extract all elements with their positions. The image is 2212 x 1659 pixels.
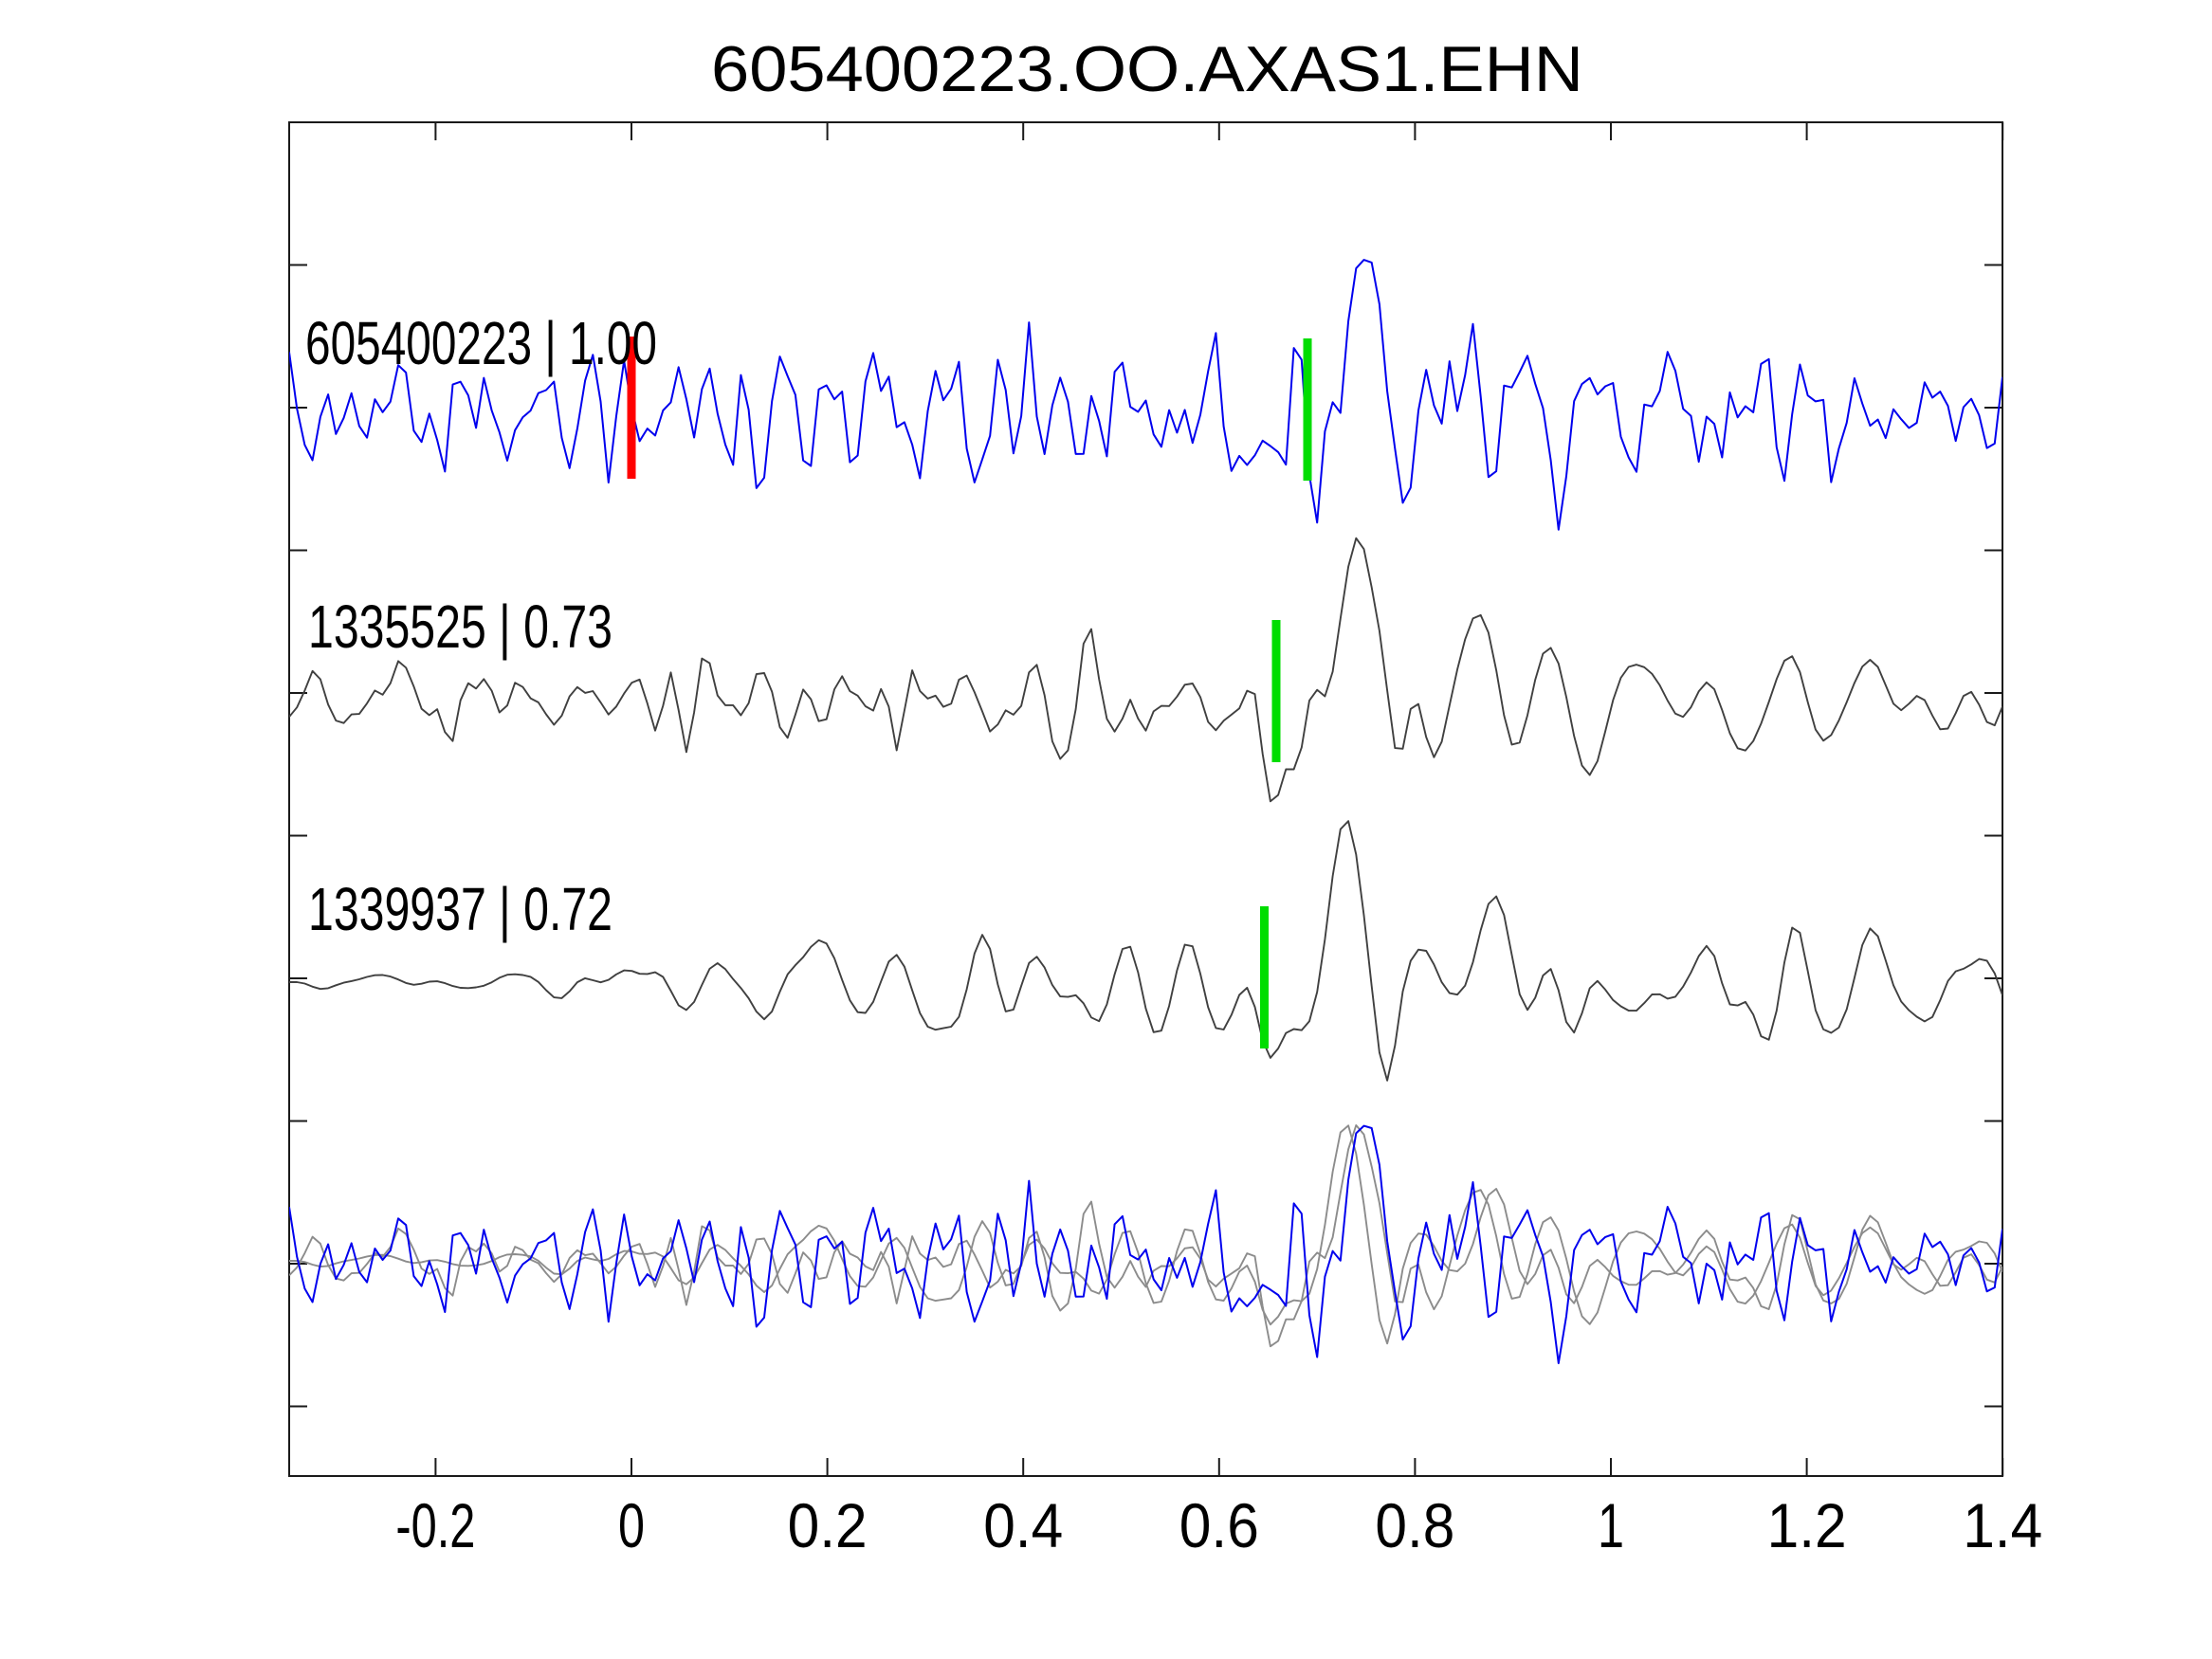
svg-text:0.4: 0.4 xyxy=(983,1490,1063,1560)
svg-text:1335525 | 0.73: 1335525 | 0.73 xyxy=(308,592,612,661)
svg-text:1339937 | 0.72: 1339937 | 0.72 xyxy=(308,875,612,943)
svg-text:0.6: 0.6 xyxy=(1179,1490,1259,1560)
svg-text:605400223 | 1.00: 605400223 | 1.00 xyxy=(305,309,657,377)
svg-text:0: 0 xyxy=(618,1490,645,1560)
svg-text:-0.2: -0.2 xyxy=(395,1490,475,1560)
svg-text:0.2: 0.2 xyxy=(788,1490,868,1560)
svg-text:1.4: 1.4 xyxy=(1963,1490,2042,1560)
svg-text:1: 1 xyxy=(1598,1490,1624,1560)
svg-text:1.2: 1.2 xyxy=(1767,1490,1847,1560)
svg-text:0.8: 0.8 xyxy=(1375,1490,1454,1560)
svg-text:605400223.OO.AXAS1.EHN: 605400223.OO.AXAS1.EHN xyxy=(711,33,1583,105)
